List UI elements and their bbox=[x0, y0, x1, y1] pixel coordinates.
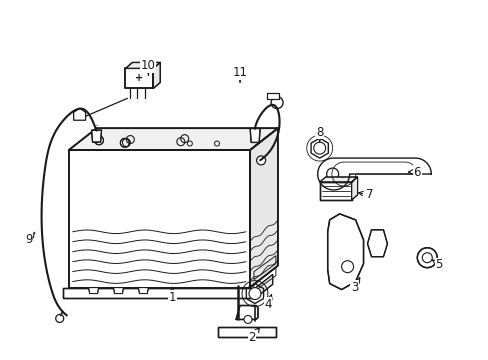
Polygon shape bbox=[250, 129, 260, 143]
Polygon shape bbox=[266, 93, 279, 99]
Text: +: + bbox=[135, 73, 143, 84]
Text: -: - bbox=[95, 122, 98, 128]
Polygon shape bbox=[113, 288, 123, 293]
Text: 9: 9 bbox=[25, 232, 35, 246]
Text: 3: 3 bbox=[350, 278, 359, 294]
Text: 11: 11 bbox=[232, 66, 247, 82]
Circle shape bbox=[256, 156, 265, 165]
Polygon shape bbox=[153, 62, 160, 88]
Circle shape bbox=[416, 248, 436, 268]
Polygon shape bbox=[138, 288, 148, 293]
Polygon shape bbox=[218, 328, 275, 337]
Circle shape bbox=[313, 142, 325, 154]
Text: 1: 1 bbox=[168, 287, 176, 304]
Polygon shape bbox=[319, 182, 351, 200]
Circle shape bbox=[244, 315, 251, 323]
Polygon shape bbox=[88, 288, 99, 293]
Polygon shape bbox=[351, 177, 357, 200]
Circle shape bbox=[56, 315, 63, 323]
Text: 6: 6 bbox=[407, 166, 420, 179]
Polygon shape bbox=[125, 68, 153, 88]
Text: 4: 4 bbox=[264, 294, 271, 311]
Circle shape bbox=[270, 96, 283, 109]
Polygon shape bbox=[125, 62, 160, 68]
Circle shape bbox=[341, 261, 353, 273]
Polygon shape bbox=[327, 214, 363, 289]
Circle shape bbox=[248, 288, 261, 300]
Text: 8: 8 bbox=[315, 126, 323, 142]
Polygon shape bbox=[91, 130, 102, 142]
Polygon shape bbox=[62, 288, 255, 298]
Text: 10: 10 bbox=[141, 59, 156, 75]
Polygon shape bbox=[255, 274, 272, 298]
Polygon shape bbox=[367, 230, 386, 257]
Polygon shape bbox=[249, 128, 277, 288]
Text: 5: 5 bbox=[431, 258, 442, 271]
Polygon shape bbox=[68, 150, 249, 288]
Text: 2: 2 bbox=[248, 328, 259, 344]
Polygon shape bbox=[319, 177, 357, 182]
Polygon shape bbox=[236, 306, 258, 319]
Circle shape bbox=[326, 168, 338, 180]
Text: 7: 7 bbox=[358, 188, 372, 202]
Polygon shape bbox=[68, 128, 277, 150]
